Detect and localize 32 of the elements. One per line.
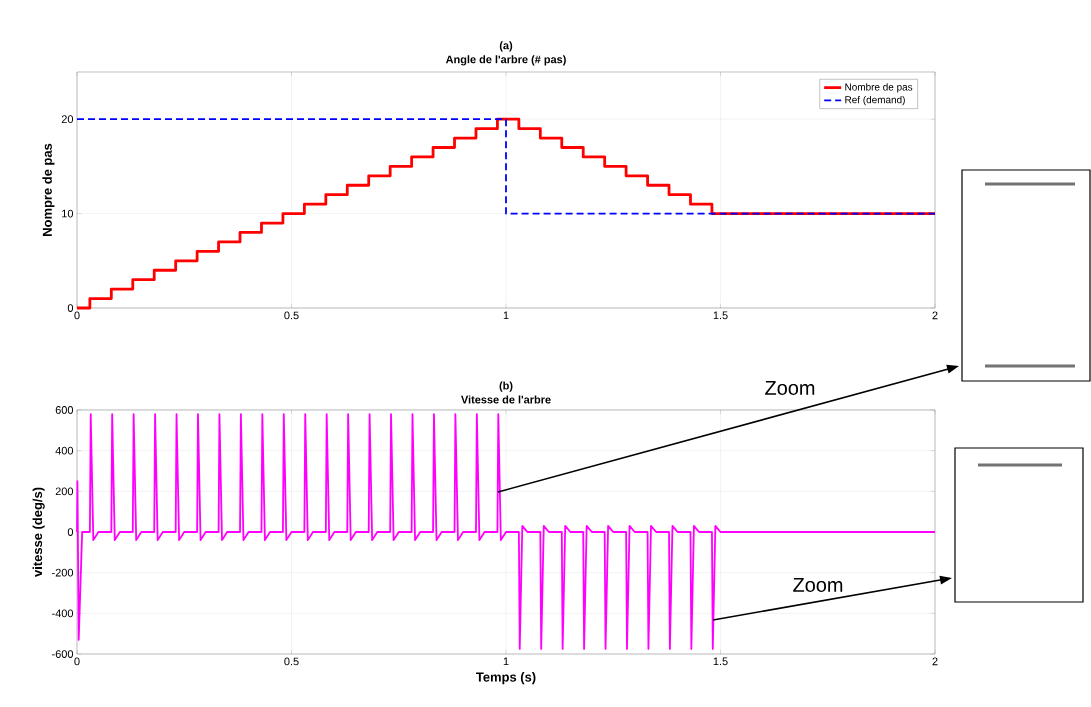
x-tick-label: 0.5 <box>284 657 299 666</box>
y-tick-label: -200 <box>52 568 74 577</box>
chart-subtitle: Vitesse de l'arbre <box>461 395 551 404</box>
line-series <box>76 413 936 650</box>
x-tick-label: 2 <box>932 311 938 320</box>
y-tick-label: 0 <box>67 528 74 536</box>
chart-title: (b) <box>499 381 513 392</box>
y-tick-label: 400 <box>55 446 74 455</box>
x-tick-label: 2 <box>932 657 938 666</box>
legend-label: Nombre de pas <box>845 83 913 93</box>
x-tick-label: 1 <box>503 657 509 666</box>
x-tick-label: 0 <box>74 657 80 666</box>
y-tick-label: 600 <box>55 406 74 414</box>
x-axis-title: Temps (s) <box>476 672 536 685</box>
chart-subtitle: Angle de l'arbre (# pas) <box>445 55 566 66</box>
x-tick-label: 0 <box>74 311 80 320</box>
x-tick-label: 0.5 <box>284 311 299 320</box>
y-tick-label: -400 <box>52 609 74 618</box>
y-tick-label: 10 <box>62 209 74 218</box>
y-axis-title: Nompre de pas <box>42 143 55 236</box>
y-tick-label: 200 <box>55 487 74 496</box>
x-tick-label: 1 <box>503 311 509 320</box>
legend-label: Ref (demand) <box>845 95 905 106</box>
y-tick-label: -600 <box>52 650 74 658</box>
chart-title: (a) <box>499 41 513 52</box>
y-tick-label: 20 <box>61 115 74 124</box>
y-tick-label: 0 <box>67 304 74 312</box>
annotation: Zoom <box>793 578 843 592</box>
text: Zoom <box>765 381 815 395</box>
x-tick-label: 1.5 <box>713 657 728 666</box>
x-tick-label: 1.5 <box>713 311 728 320</box>
y-axis-title: vitesse (deg/s) <box>32 487 45 577</box>
